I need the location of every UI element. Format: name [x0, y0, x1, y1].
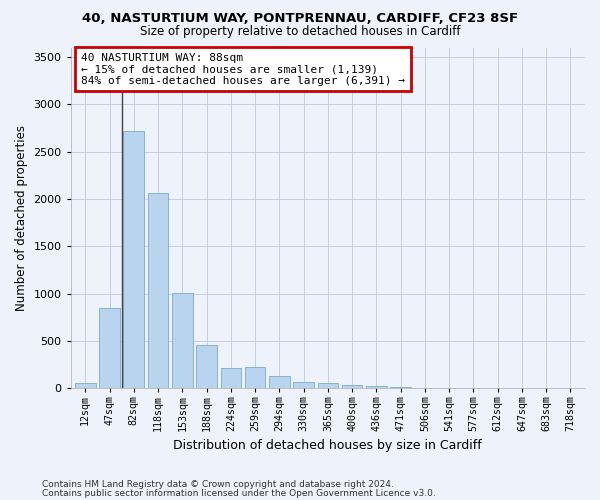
Text: Size of property relative to detached houses in Cardiff: Size of property relative to detached ho…: [140, 25, 460, 38]
Bar: [269, 376, 290, 388]
X-axis label: Distribution of detached houses by size in Cardiff: Distribution of detached houses by size …: [173, 440, 482, 452]
Text: 40 NASTURTIUM WAY: 88sqm
← 15% of detached houses are smaller (1,139)
84% of sem: 40 NASTURTIUM WAY: 88sqm ← 15% of detach…: [81, 52, 405, 86]
Text: 40, NASTURTIUM WAY, PONTPRENNAU, CARDIFF, CF23 8SF: 40, NASTURTIUM WAY, PONTPRENNAU, CARDIFF…: [82, 12, 518, 26]
Bar: [366, 386, 386, 388]
Text: Contains HM Land Registry data © Crown copyright and database right 2024.: Contains HM Land Registry data © Crown c…: [42, 480, 394, 489]
Bar: [342, 386, 362, 388]
Bar: [172, 292, 193, 388]
Bar: [317, 383, 338, 388]
Bar: [148, 194, 169, 388]
Bar: [124, 131, 144, 388]
Y-axis label: Number of detached properties: Number of detached properties: [15, 125, 28, 311]
Text: Contains public sector information licensed under the Open Government Licence v3: Contains public sector information licen…: [42, 489, 436, 498]
Bar: [245, 368, 265, 388]
Bar: [196, 345, 217, 388]
Bar: [99, 308, 120, 388]
Bar: [293, 382, 314, 388]
Bar: [75, 382, 95, 388]
Bar: [391, 387, 411, 388]
Bar: [221, 368, 241, 388]
